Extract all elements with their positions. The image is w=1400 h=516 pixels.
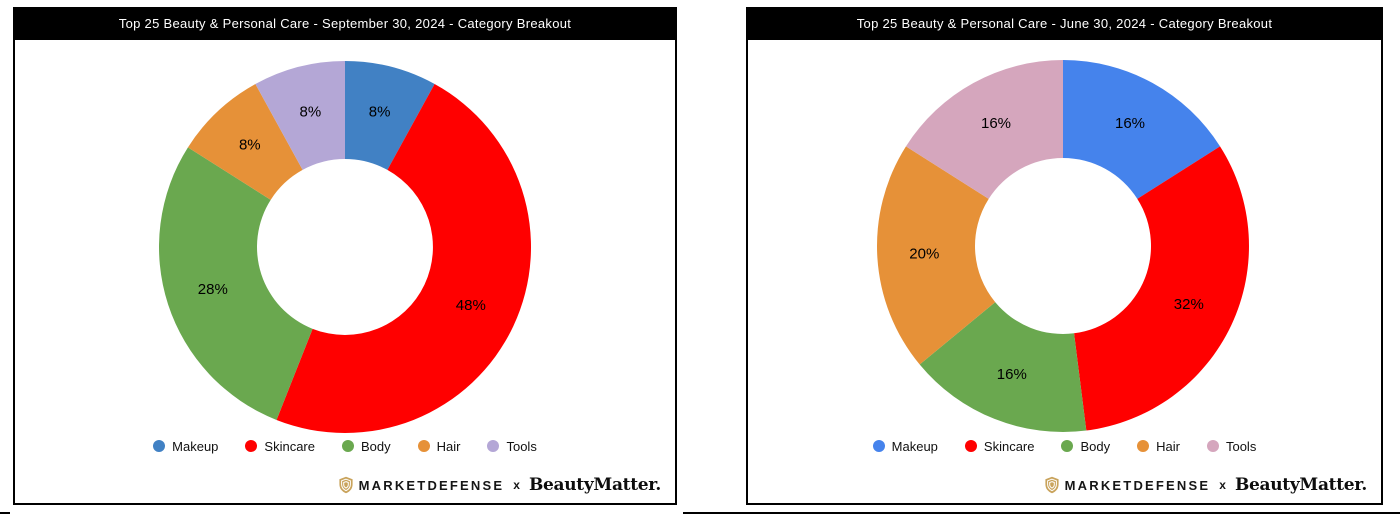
donut-chart-september: 8% 48% 28% 8% 8% xyxy=(159,61,532,434)
donut-slice-body xyxy=(159,147,313,420)
legend-marker-body xyxy=(341,440,354,452)
legend-marker-tools xyxy=(1206,440,1219,452)
legend-item-skincare: Skincare xyxy=(964,438,1035,454)
donut-slice-skincare xyxy=(276,84,532,434)
legend-item-skincare: Skincare xyxy=(245,439,315,454)
bottom-divider-cover xyxy=(10,509,683,516)
legend-label: Makeup xyxy=(891,438,938,454)
legend-item-hair: Hair xyxy=(417,438,461,454)
marketdefense-wordmark: MARKETDEFENSE xyxy=(1064,477,1211,493)
legend-item-makeup: Makeup xyxy=(872,438,938,454)
legend-item-body: Body xyxy=(1061,439,1110,454)
collab-x: x xyxy=(513,478,520,492)
slice-label-hair: 20% xyxy=(909,246,939,263)
chart-title: Top 25 Beauty & Personal Care - June 30,… xyxy=(856,16,1273,31)
legend-marker-tools xyxy=(487,440,500,452)
legend-item-tools: Tools xyxy=(1206,438,1257,454)
donut-slice-hair xyxy=(187,84,303,200)
beautymatter-wordmark: BeautyMatter. xyxy=(528,475,661,495)
chart-footer: MARKETDEFENSE x BeautyMatter. xyxy=(338,474,661,496)
chart-title-bar: Top 25 Beauty & Personal Care - Septembe… xyxy=(13,7,677,40)
legend-label: Tools xyxy=(1225,438,1257,454)
chart-footer: MARKETDEFENSE x BeautyMatter. xyxy=(1044,474,1367,496)
legend-item-makeup: Makeup xyxy=(153,439,218,454)
legend-label: Hair xyxy=(436,438,461,454)
donut-slice-tools xyxy=(905,60,1063,199)
legend-marker-skincare xyxy=(245,440,258,452)
slice-label-makeup: 8% xyxy=(369,103,391,120)
beautymatter-wordmark: BeautyMatter. xyxy=(1234,475,1367,495)
slice-label-skincare: 32% xyxy=(1174,296,1204,313)
legend-label: Skincare xyxy=(983,438,1035,454)
legend-label: Hair xyxy=(1156,438,1180,454)
slice-label-skincare: 48% xyxy=(456,297,486,314)
legend-marker-makeup xyxy=(153,440,166,452)
donut-slice-makeup xyxy=(1063,60,1221,199)
legend-marker-hair xyxy=(1137,440,1150,452)
legend-item-hair: Hair xyxy=(1137,439,1180,454)
chart-title-bar: Top 25 Beauty & Personal Care - June 30,… xyxy=(746,7,1383,40)
slice-label-makeup: 16% xyxy=(1115,115,1145,132)
slice-label-tools: 16% xyxy=(981,115,1011,132)
donut-slice-body xyxy=(919,302,1087,432)
donut-slice-tools xyxy=(255,61,345,170)
marketdefense-wordmark: MARKETDEFENSE xyxy=(358,477,505,493)
legend-label: Body xyxy=(1080,438,1111,454)
marketdefense-shield-icon xyxy=(1045,476,1059,494)
legend-label: Skincare xyxy=(264,438,315,454)
chart-panel-june: Top 25 Beauty & Personal Care - June 30,… xyxy=(746,7,1383,505)
chart-legend: Makeup Skincare Body Hair Tools xyxy=(15,437,675,455)
legend-marker-skincare xyxy=(964,440,977,452)
chart-panel-september: Top 25 Beauty & Personal Care - Septembe… xyxy=(13,7,677,505)
donut-chart-june: 16% 32% 16% 20% 16% xyxy=(877,60,1249,432)
marketdefense-shield-icon xyxy=(339,476,353,494)
collab-x: x xyxy=(1219,478,1226,492)
donut-slice-skincare xyxy=(1074,146,1249,431)
legend-label: Body xyxy=(360,438,391,454)
legend-label: Makeup xyxy=(172,438,219,454)
legend-item-tools: Tools xyxy=(487,438,537,454)
slice-label-hair: 8% xyxy=(239,137,261,154)
chart-title: Top 25 Beauty & Personal Care - Septembe… xyxy=(118,16,572,31)
chart-legend: Makeup Skincare Body Hair Tools xyxy=(748,437,1381,455)
slice-label-body: 28% xyxy=(198,281,228,298)
legend-marker-body xyxy=(1061,440,1074,452)
legend-item-body: Body xyxy=(341,438,391,454)
legend-marker-makeup xyxy=(872,440,885,452)
bottom-divider-line xyxy=(0,512,1400,514)
legend-marker-hair xyxy=(417,440,430,452)
donut-slice-hair xyxy=(877,146,996,365)
slice-label-tools: 8% xyxy=(300,103,322,120)
legend-label: Tools xyxy=(506,438,537,454)
donut-slice-makeup xyxy=(345,61,435,170)
slice-label-body: 16% xyxy=(997,366,1027,383)
